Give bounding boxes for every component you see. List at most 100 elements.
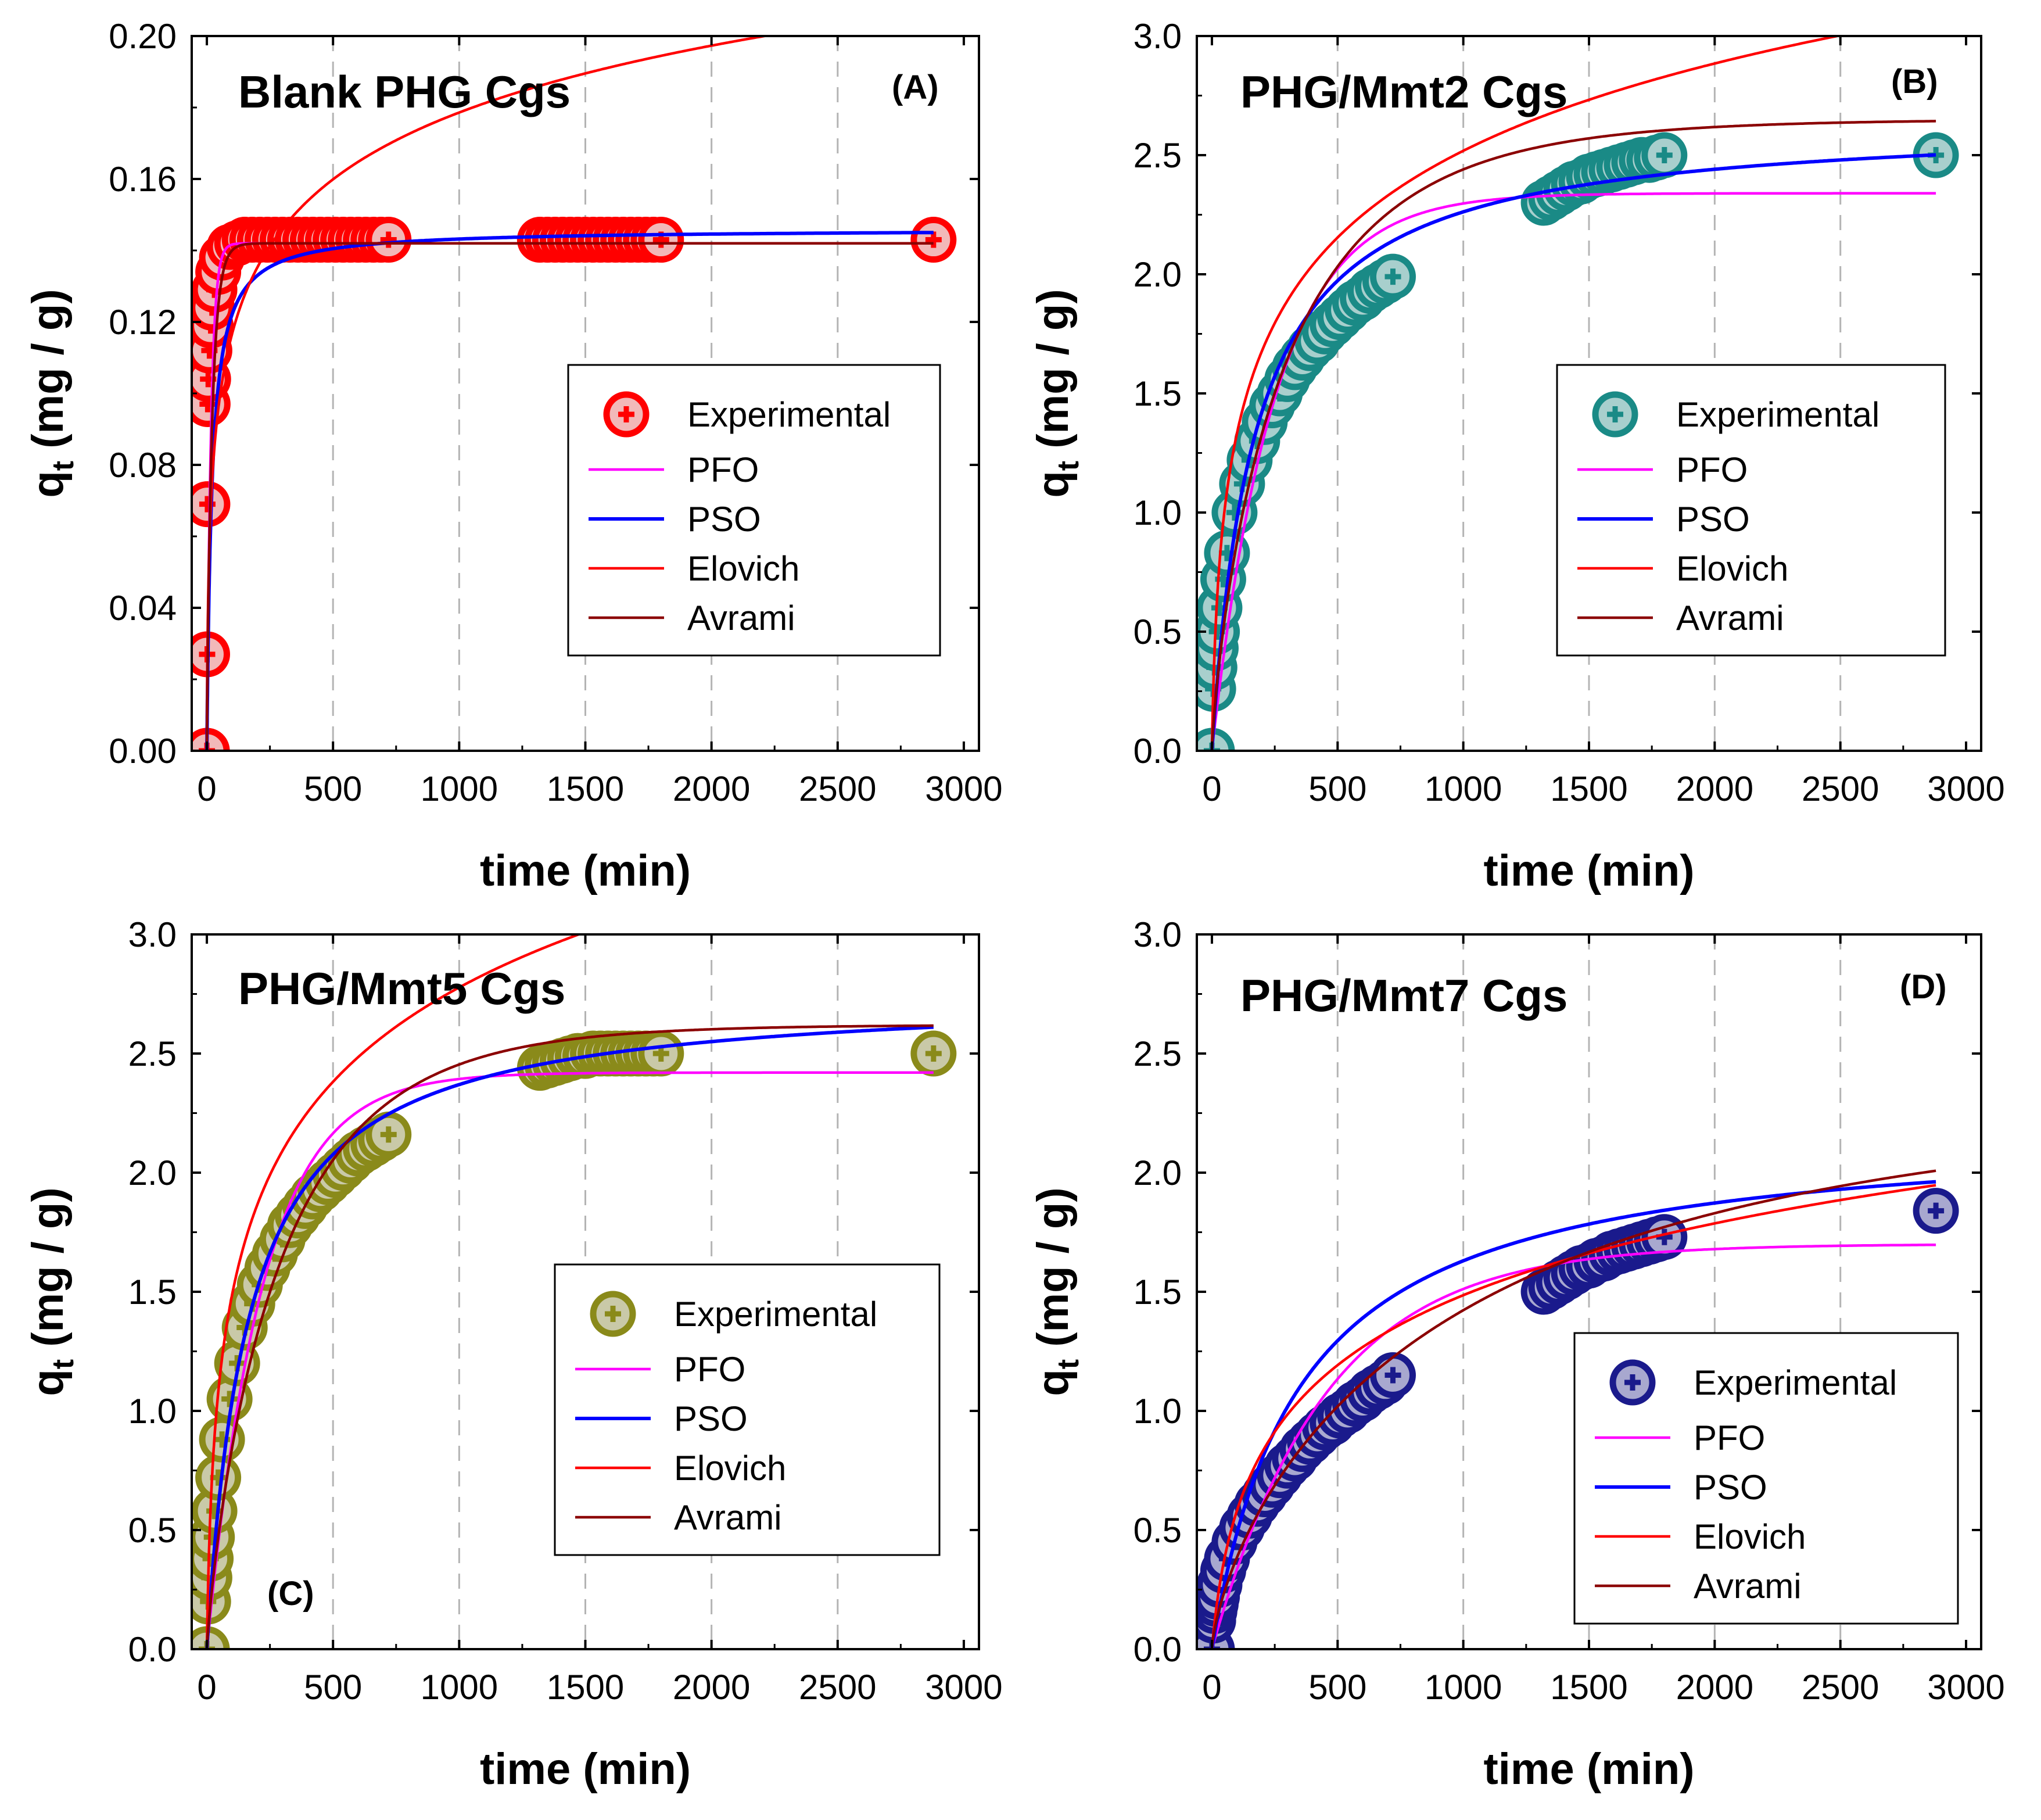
legend-label-elovich: Elovich: [687, 549, 799, 588]
y-axis-title-units: (mg / g): [23, 289, 73, 461]
x-tick-label: 0: [197, 1668, 216, 1707]
series-line-elovich: [205, 36, 772, 751]
x-tick-label: 500: [304, 1668, 362, 1707]
plot-area: [1197, 36, 1959, 751]
legend-label-pso: PSO: [674, 1399, 748, 1438]
panel-letter: (D): [1900, 968, 1947, 1006]
y-axis-title-q: q: [23, 471, 73, 497]
legend-marker: [590, 1291, 636, 1337]
y-axis-title: qt (mg / g): [23, 289, 80, 497]
data-point: [1913, 1188, 1959, 1234]
y-axis-title-units: (mg / g): [1028, 289, 1078, 461]
y-axis-title-sub: t: [1052, 1359, 1085, 1369]
legend-label-pso: PSO: [1676, 500, 1750, 539]
x-tick-label: 0: [1202, 769, 1221, 808]
legend-marker: [1592, 391, 1638, 438]
y-axis-title-q: q: [1028, 1369, 1078, 1396]
x-axis-title: time (min): [1483, 846, 1694, 895]
x-tick-label: 1500: [1550, 1668, 1627, 1707]
legend: Experimental PFO PSO Elovich Avrami: [1556, 364, 1946, 657]
y-tick-label: 2.0: [1134, 1153, 1182, 1192]
legend-label-pfo: PFO: [1694, 1418, 1765, 1457]
panel-letter: (B): [1891, 63, 1938, 101]
y-axis-title: qt (mg / g): [23, 1187, 80, 1396]
y-tick-label: 2.5: [128, 1034, 177, 1073]
y-tick-label: 2.0: [128, 1153, 177, 1192]
y-tick-label: 0.0: [1134, 732, 1182, 771]
legend-label-elovich: Elovich: [674, 1449, 786, 1488]
series-line-avrami: [1210, 120, 1936, 751]
y-tick-label: 3.0: [1134, 915, 1182, 954]
y-tick-label: 0.00: [109, 732, 177, 771]
plot-area: [192, 934, 957, 1649]
legend-label-experimental: Experimental: [1694, 1363, 1897, 1402]
legend-marker: [603, 391, 650, 438]
legend-label-pso: PSO: [1694, 1468, 1767, 1507]
series-line-elovich: [1210, 36, 1844, 751]
series-line-pfo: [1210, 1243, 1936, 1649]
x-axis-title: time (min): [480, 1744, 691, 1794]
y-axis-title: qt (mg / g): [1028, 1187, 1085, 1396]
y-tick-label: 2.5: [1134, 136, 1182, 175]
x-tick-label: 2000: [1676, 1668, 1753, 1707]
y-tick-label: 2.5: [1134, 1034, 1182, 1073]
x-tick-label: 2500: [799, 1668, 876, 1707]
data-point: [638, 217, 684, 263]
y-tick-label: 1.0: [128, 1392, 177, 1431]
y-axis-title: qt (mg / g): [1028, 289, 1085, 497]
x-tick-label: 3000: [925, 1668, 1002, 1707]
x-tick-label: 1000: [1425, 769, 1502, 808]
y-tick-label: 0.20: [109, 17, 177, 56]
plot-area: [1197, 1169, 1959, 1649]
y-tick-label: 0.08: [109, 446, 177, 485]
x-axis-title: time (min): [480, 846, 691, 895]
y-tick-label: 3.0: [128, 915, 177, 954]
x-tick-label: 500: [1308, 1668, 1366, 1707]
y-tick-label: 3.0: [1134, 17, 1182, 56]
x-tick-label: 3000: [1927, 769, 2004, 808]
x-tick-label: 2000: [673, 1668, 750, 1707]
y-tick-label: 0.5: [1134, 612, 1182, 651]
x-tick-label: 0: [197, 769, 216, 808]
y-axis-title-units: (mg / g): [1028, 1187, 1078, 1359]
legend-label-pfo: PFO: [674, 1350, 745, 1389]
y-tick-label: 1.5: [128, 1273, 177, 1312]
legend-label-elovich: Elovich: [1676, 549, 1788, 588]
y-tick-label: 1.0: [1134, 1392, 1182, 1431]
y-axis-title-units: (mg / g): [23, 1187, 73, 1359]
x-tick-label: 1500: [1550, 769, 1627, 808]
series-line-elovich: [1210, 1184, 1936, 1649]
data-point: [1641, 132, 1688, 178]
x-tick-label: 500: [304, 769, 362, 808]
legend-label-elovich: Elovich: [1694, 1517, 1806, 1556]
plot-area: [192, 36, 957, 751]
legend: Experimental PFO PSO Elovich Avrami: [1573, 1332, 1959, 1625]
data-point: [1370, 1352, 1416, 1398]
x-tick-label: 1500: [547, 1668, 624, 1707]
legend-label-pfo: PFO: [687, 450, 759, 489]
legend-label-experimental: Experimental: [1676, 395, 1879, 434]
x-tick-label: 1500: [547, 769, 624, 808]
y-axis-title-sub: t: [46, 461, 80, 471]
x-tick-label: 1000: [421, 1668, 498, 1707]
y-tick-label: 0.5: [1134, 1511, 1182, 1550]
x-tick-label: 2000: [673, 769, 750, 808]
x-tick-label: 3000: [1927, 1668, 2004, 1707]
x-tick-label: 2000: [1676, 769, 1753, 808]
y-tick-label: 1.5: [1134, 1273, 1182, 1312]
series-line-pso: [1210, 153, 1936, 751]
data-point: [195, 1454, 242, 1501]
panel-title: Blank PHG Cgs: [238, 66, 571, 117]
series-line-pso: [1210, 1180, 1936, 1649]
x-tick-label: 2500: [1802, 1668, 1879, 1707]
x-tick-label: 2500: [799, 769, 876, 808]
panel-d: 0 500 1000 1500 2000 2500 3000 0.0 0.5 1.0 1.5 2.0 2…: [1028, 915, 2005, 1794]
data-point: [365, 217, 412, 263]
panel-c: 0 500 1000 1500 2000 2500 3000 0.0 0.5 1.0 1.5 2.0 2…: [23, 915, 1003, 1794]
panel-letter: (C): [267, 1575, 314, 1613]
legend-label-avrami: Avrami: [1676, 599, 1784, 637]
x-tick-label: 2500: [1802, 769, 1879, 808]
y-axis-title-q: q: [23, 1369, 73, 1396]
data-point: [192, 481, 231, 528]
